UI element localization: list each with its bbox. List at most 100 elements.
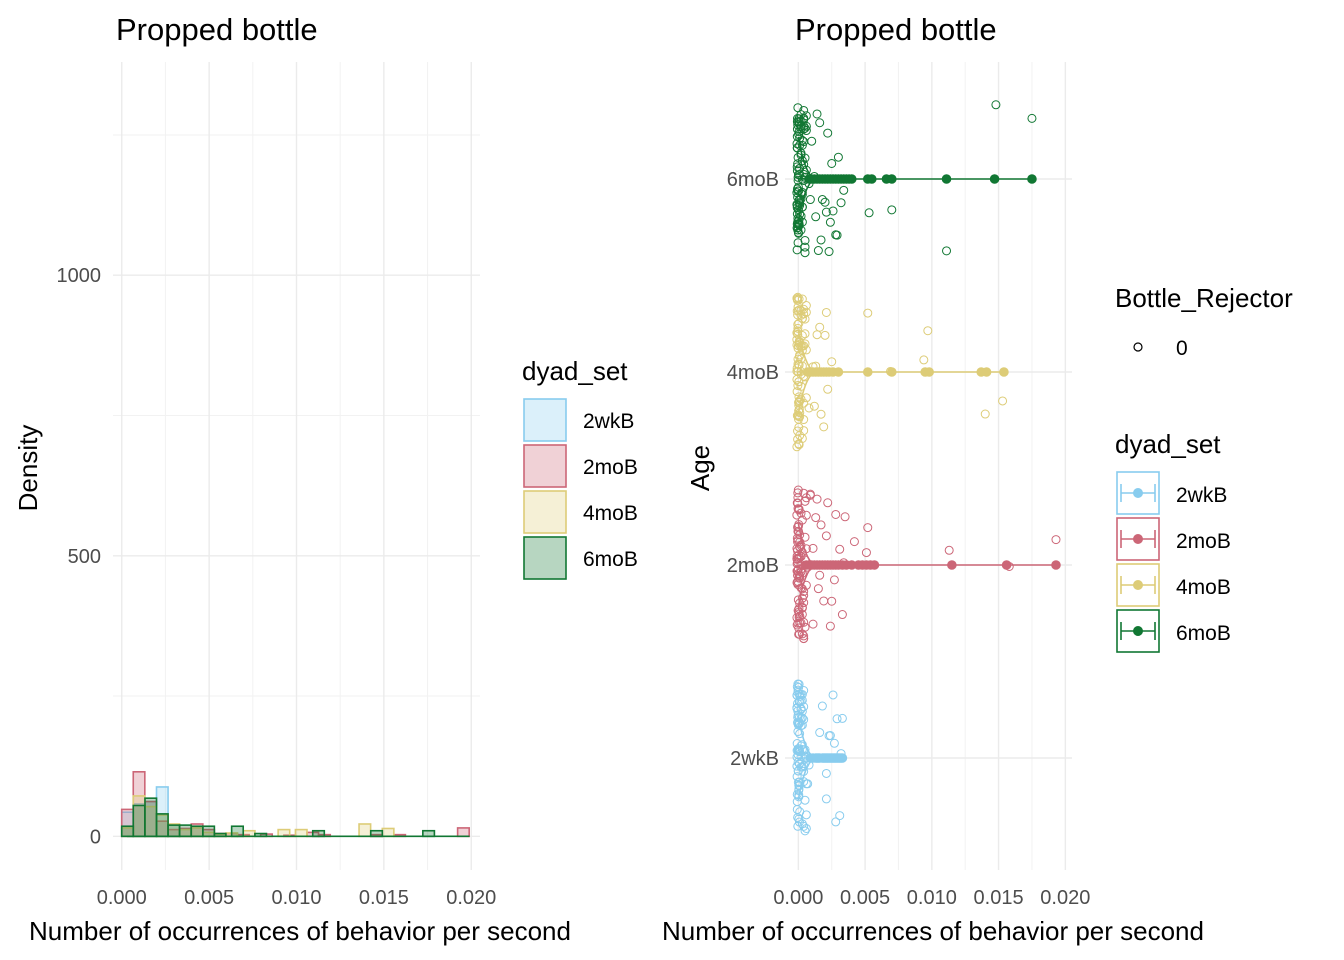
- legend-label-4moB: 4moB: [583, 502, 638, 525]
- scatter-point-6moB: [811, 212, 821, 222]
- legend-label-2moB: 2moB: [1176, 530, 1231, 553]
- histogram-bar-6moB: [311, 829, 326, 838]
- scatter-point-4moB: [816, 409, 826, 419]
- scatter-zero-point-6moB: [793, 103, 803, 113]
- right-scatter-panel: Propped bottle 0.000 0.005 0.010 0.015 0.020…: [662, 12, 1293, 946]
- scatter-zero-point-4moB: [794, 414, 804, 424]
- center-point-2moB: [1051, 560, 1061, 570]
- bottle-rejector-legend-title: Bottle_Rejector: [1115, 283, 1293, 313]
- scatter-zero-point-4moB: [793, 381, 803, 391]
- scatter-zero-point-2wkB: [792, 772, 802, 782]
- scatter-zero-point-2moB: [795, 537, 805, 547]
- scatter-point-6moB: [836, 198, 846, 208]
- scatter-zero-point-2moB: [793, 488, 803, 498]
- scatter-point-2wkB: [828, 690, 838, 700]
- scatter-point-2moB: [797, 593, 807, 603]
- scatter-point-4moB: [923, 326, 933, 336]
- scatter-point-2moB: [799, 587, 809, 597]
- scatter-zero-point-2wkB: [794, 679, 804, 689]
- left-x-axis-label: Number of occurrences of behavior per se…: [29, 916, 571, 946]
- bottle-rejector-legend-label: 0: [1176, 337, 1188, 360]
- scatter-point-6moB: [833, 152, 843, 162]
- scatter-point-2moB: [799, 631, 809, 641]
- scatter-zero-point-4moB: [792, 363, 802, 373]
- scatter-point-2wkB: [801, 823, 811, 833]
- left-x-tick-label: 0.015: [359, 887, 409, 909]
- scatter-zero-point-6moB: [794, 114, 804, 124]
- scatter-zero-point-4moB: [792, 442, 802, 452]
- scatter-zero-point-2wkB: [793, 713, 803, 723]
- scatter-zero-point-2moB: [793, 485, 803, 495]
- scatter-zero-point-2wkB: [794, 817, 804, 827]
- scatter-zero-point-2moB: [793, 498, 803, 508]
- scatter-zero-point-2wkB: [793, 744, 803, 754]
- scatter-point-6moB: [815, 118, 825, 128]
- center-point-6moB: [989, 174, 1000, 184]
- scatter-point-4moB: [820, 330, 830, 340]
- scatter-point-2moB: [944, 545, 954, 555]
- right-y-axis-label: Age: [685, 445, 715, 491]
- scatter-point-6moB: [827, 158, 837, 168]
- scatter-point-2moB: [825, 621, 835, 631]
- scatter-point-6moB: [816, 235, 826, 245]
- legend-label-4moB: 4moB: [1176, 576, 1231, 599]
- left-x-tick-label: 0.010: [271, 887, 321, 909]
- center-point-4moB: [862, 367, 873, 377]
- left-histogram-panel: Propped bottle 0.000 0.005 0.010 0.015 0.020…: [13, 12, 638, 946]
- center-point-4moB: [924, 367, 934, 377]
- scatter-point-2wkB: [835, 811, 845, 821]
- legend-label-6moB: 6moB: [1176, 622, 1231, 645]
- scatter-point-2moB: [863, 523, 873, 533]
- scatter-zero-point-6moB: [792, 132, 802, 142]
- scatter-zero-point-2wkB: [794, 682, 804, 692]
- scatter-point-2moB: [827, 596, 837, 606]
- scatter-point-4moB: [823, 384, 833, 394]
- scatter-point-6moB: [839, 185, 849, 195]
- scatter-point-6moB: [823, 128, 833, 138]
- scatter-zero-point-2moB: [794, 623, 804, 633]
- scatter-zero-point-2wkB: [793, 821, 803, 831]
- scatter-zero-point-6moB: [794, 127, 804, 137]
- scatter-point-2moB: [861, 548, 871, 558]
- scatter-point-6moB: [864, 208, 874, 218]
- scatter-zero-point-2wkB: [792, 797, 802, 807]
- right-x-tick-label: 0.000: [773, 887, 823, 909]
- scatter-point-4moB: [821, 307, 831, 317]
- scatter-zero-point-2wkB: [795, 747, 805, 757]
- scatter-point-2wkB: [821, 794, 831, 804]
- scatter-zero-point-2moB: [792, 559, 802, 569]
- scatter-zero-point-4moB: [794, 398, 804, 408]
- scatter-point-2moB: [823, 498, 833, 508]
- left-y-tick-label: 0: [90, 826, 101, 848]
- scatter-point-2moB: [1051, 535, 1061, 545]
- scatter-zero-point-6moB: [792, 143, 802, 153]
- histogram-bar-6moB: [120, 825, 135, 838]
- scatter-point-6moB: [824, 247, 834, 257]
- scatter-zero-point-6moB: [792, 139, 802, 149]
- legend-label-2moB: 2moB: [583, 456, 638, 479]
- histogram-bar-6moB: [144, 797, 158, 838]
- scatter-zero-point-6moB: [793, 205, 803, 215]
- scatter-zero-point-4moB: [794, 318, 804, 328]
- scatter-point-2wkB: [832, 714, 842, 724]
- left-x-tick-label: 0.000: [97, 887, 147, 909]
- scatter-zero-point-2moB: [793, 618, 803, 628]
- right-x-tick-label: 0.020: [1040, 887, 1090, 909]
- right-x-tick-labels: 0.000 0.005 0.010 0.015 0.020: [773, 887, 1090, 909]
- scatter-zero-point-2moB: [792, 566, 802, 576]
- scatter-point-6moB: [828, 206, 838, 216]
- scatter-point-2moB: [821, 531, 831, 541]
- scatter-point-2wkB: [815, 728, 825, 738]
- scatter-point-2moB: [835, 544, 845, 554]
- histogram-bar-4moB: [277, 828, 291, 838]
- right-scatter-marks: [792, 100, 1061, 836]
- center-point-6moB: [846, 174, 857, 184]
- scatter-point-6moB: [817, 195, 827, 205]
- center-point-6moB: [1027, 174, 1037, 184]
- histogram-bar-6moB: [190, 825, 204, 838]
- left-histogram-bars: [120, 771, 470, 838]
- center-point-6moB: [941, 174, 952, 184]
- scatter-point-4moB: [797, 294, 807, 304]
- scatter-zero-point-2wkB: [794, 814, 804, 824]
- scatter-point-2moB: [812, 494, 822, 504]
